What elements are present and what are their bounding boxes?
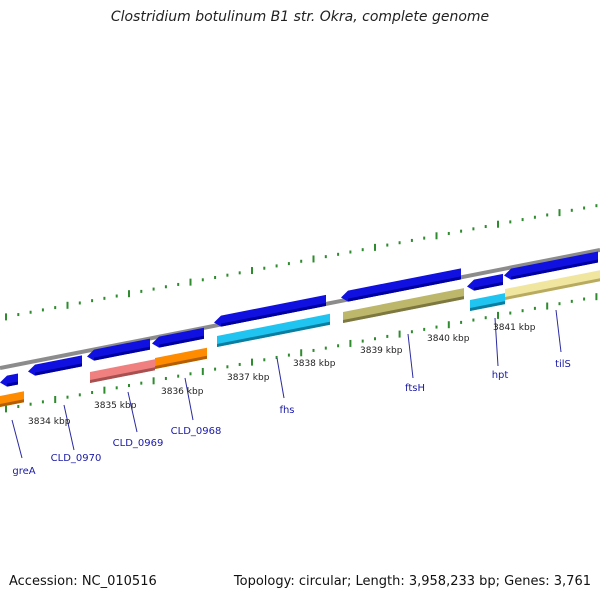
gene-bar (28, 355, 82, 376)
leader-line-grea (11, 419, 23, 459)
gene-bar-shade (94, 346, 150, 361)
gene-labels: greA CLD_0970 CLD_0969 CLD_0968 fhs ftsH hpt ti… (12, 359, 571, 477)
gene-label-grea: greA (12, 466, 35, 477)
genome-summary: Topology: circular; Length: 3,958,233 bp… (233, 574, 591, 589)
kbp-label: 3841 kbp (493, 323, 536, 333)
gene-label-cld_0970: CLD_0970 (51, 453, 102, 464)
gene-bar-shade (511, 259, 598, 280)
gene-bar-shade (90, 367, 155, 383)
gene-bar (87, 338, 150, 361)
gene-bar-shade (0, 399, 24, 407)
gene-bar (504, 251, 598, 280)
gene-bar-shade (505, 278, 600, 300)
gene-bar-shade (155, 355, 207, 369)
gene-bar (341, 268, 461, 302)
kbp-label: 3838 kbp (293, 359, 336, 369)
kbp-label: 3840 kbp (427, 334, 470, 344)
gene-label-tils: tilS (555, 359, 571, 370)
gene-bar-shade (221, 302, 326, 327)
kbp-label: 3836 kbp (161, 387, 204, 397)
gene-bar-shade (348, 276, 461, 302)
genome-title: Clostridium botulinum B1 str. Okra, comp… (110, 9, 490, 25)
gene-label-cld_0968: CLD_0968 (171, 426, 222, 437)
kbp-label: 3835 kbp (94, 401, 137, 411)
gene-leader-lines (11, 309, 562, 459)
gene-bar (152, 327, 204, 348)
leader-line-cld_0968 (184, 377, 194, 421)
gene-bar-shade (470, 301, 505, 311)
kbp-label: 3837 kbp (227, 373, 270, 383)
outer-tick-dots (5, 204, 598, 321)
kbp-label: 3834 kbp (28, 417, 71, 427)
gene-label-fhs: fhs (279, 405, 294, 416)
gene-bar-shade (217, 321, 330, 347)
gene-label-ftsh: ftsH (405, 383, 425, 394)
leader-line-cld_0969 (127, 391, 138, 433)
leader-line-ftsh (407, 333, 414, 379)
gene-bar-shade (35, 363, 82, 376)
gene-bar-shade (474, 281, 503, 291)
gene-label-cld_0969: CLD_0969 (113, 438, 164, 449)
gene-features (0, 251, 600, 407)
gene-bar-shade (343, 296, 464, 323)
gene-bar (214, 294, 326, 327)
leader-line-fhs (276, 357, 285, 399)
gene-bar-shade (7, 381, 18, 387)
leader-line-tils (555, 309, 562, 353)
accession-label: Accession: NC_010516 (9, 574, 157, 589)
leader-line-hpt (494, 317, 499, 367)
leader-line-cld_0970 (63, 404, 75, 451)
gene-bar-shade (159, 335, 204, 348)
inner-tick-dots (5, 293, 598, 413)
kbp-label: 3839 kbp (360, 346, 403, 356)
gene-label-hpt: hpt (492, 370, 509, 381)
kbp-labels: 3834 kbp 3835 kbp 3836 kbp 3837 kbp 3838 kbp… (28, 323, 536, 427)
